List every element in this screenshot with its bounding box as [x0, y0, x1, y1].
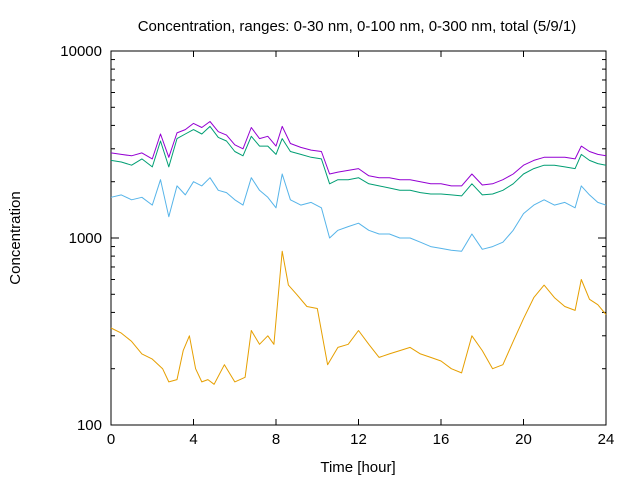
x-tick-label: 0 [107, 431, 115, 448]
axis-ticks: 0 4 8 12 16 20 24 100 1000 10000 [60, 43, 614, 448]
y-tick-label: 1000 [69, 230, 102, 247]
x-tick-label: 16 [433, 431, 450, 448]
series-line-3 [110, 125, 607, 197]
series-line-4 [110, 121, 607, 187]
series-line-1 [110, 250, 607, 385]
chart-title: Concentration, ranges: 0-30 nm, 0-100 nm… [138, 18, 577, 35]
series-group [110, 121, 607, 385]
plot-frame [110, 50, 607, 426]
y-tick-label: 10000 [60, 43, 102, 60]
series-line-2 [110, 173, 607, 252]
x-tick-label: 20 [515, 431, 532, 448]
x-tick-label: 8 [272, 431, 280, 448]
y-axis-label: Concentration [7, 191, 24, 284]
x-axis-label: Time [hour] [320, 459, 395, 476]
x-tick-label: 24 [598, 431, 615, 448]
x-tick-label: 4 [189, 431, 197, 448]
y-tick-label: 100 [77, 417, 102, 434]
x-tick-label: 12 [350, 431, 367, 448]
